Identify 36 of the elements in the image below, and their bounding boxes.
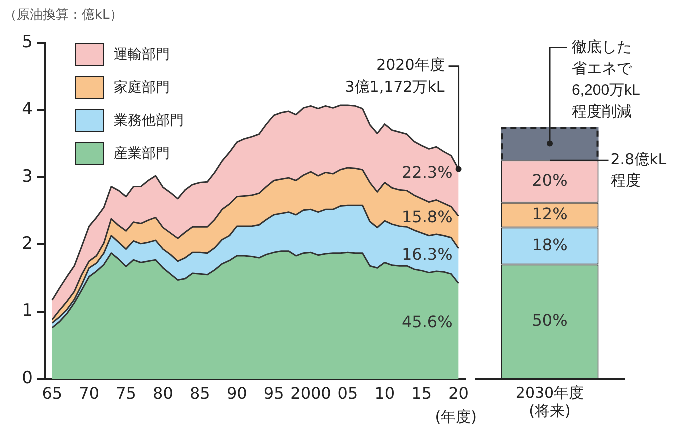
annotation: 50% — [532, 311, 568, 330]
x-tick-label: 05 — [338, 384, 358, 403]
x-tick-label: 2030年度 (将来) — [516, 384, 584, 420]
y-axis-title: （原油換算：億kL） — [4, 7, 123, 24]
annotation: 45.6% — [402, 312, 453, 332]
annotation: 12% — [532, 204, 568, 224]
annotation: 2.8億kL 程度 — [610, 150, 668, 190]
legend-label: 業務他部門 — [114, 112, 184, 130]
x-tick-label: 90 — [226, 384, 248, 403]
x-tick-label: 20 — [448, 384, 469, 403]
legend-label: 運輸部門 — [114, 46, 170, 64]
annotation: 2020年度 3億1,172万kL — [345, 56, 446, 96]
annotation: 16.3% — [402, 245, 453, 264]
x-tick-label: 80 — [153, 384, 174, 403]
annotation: 22.3% — [402, 163, 453, 182]
y-tick-label: 3 — [22, 166, 33, 187]
legend-label: 家庭部門 — [114, 78, 170, 96]
annotation: 徹底した省エネで6,200万kL程度削減 — [572, 38, 640, 120]
y-tick-label: 4 — [22, 100, 33, 120]
y-tick-label: 0 — [22, 368, 33, 388]
x-tick-label: 15 — [412, 384, 432, 403]
x-tick-label: 85 — [190, 384, 210, 403]
annotation: 18% — [532, 235, 568, 254]
y-tick-label: 5 — [22, 32, 33, 52]
x-tick-label: 70 — [79, 384, 100, 403]
x-tick-label: 75 — [116, 384, 136, 403]
annotation: 15.8% — [402, 208, 453, 227]
x-tick-label: 2000 — [290, 384, 332, 403]
y-tick-label: 2 — [22, 234, 33, 254]
y-tick-label: 1 — [22, 301, 33, 322]
x-tick-label: 95 — [264, 384, 284, 403]
legend-label: 産業部門 — [114, 144, 170, 162]
x-tick-label: 65 — [42, 384, 63, 403]
annotation: 20% — [532, 170, 568, 190]
x-tick-label: 10 — [374, 384, 396, 403]
x-axis-title: (年度) — [435, 408, 477, 427]
